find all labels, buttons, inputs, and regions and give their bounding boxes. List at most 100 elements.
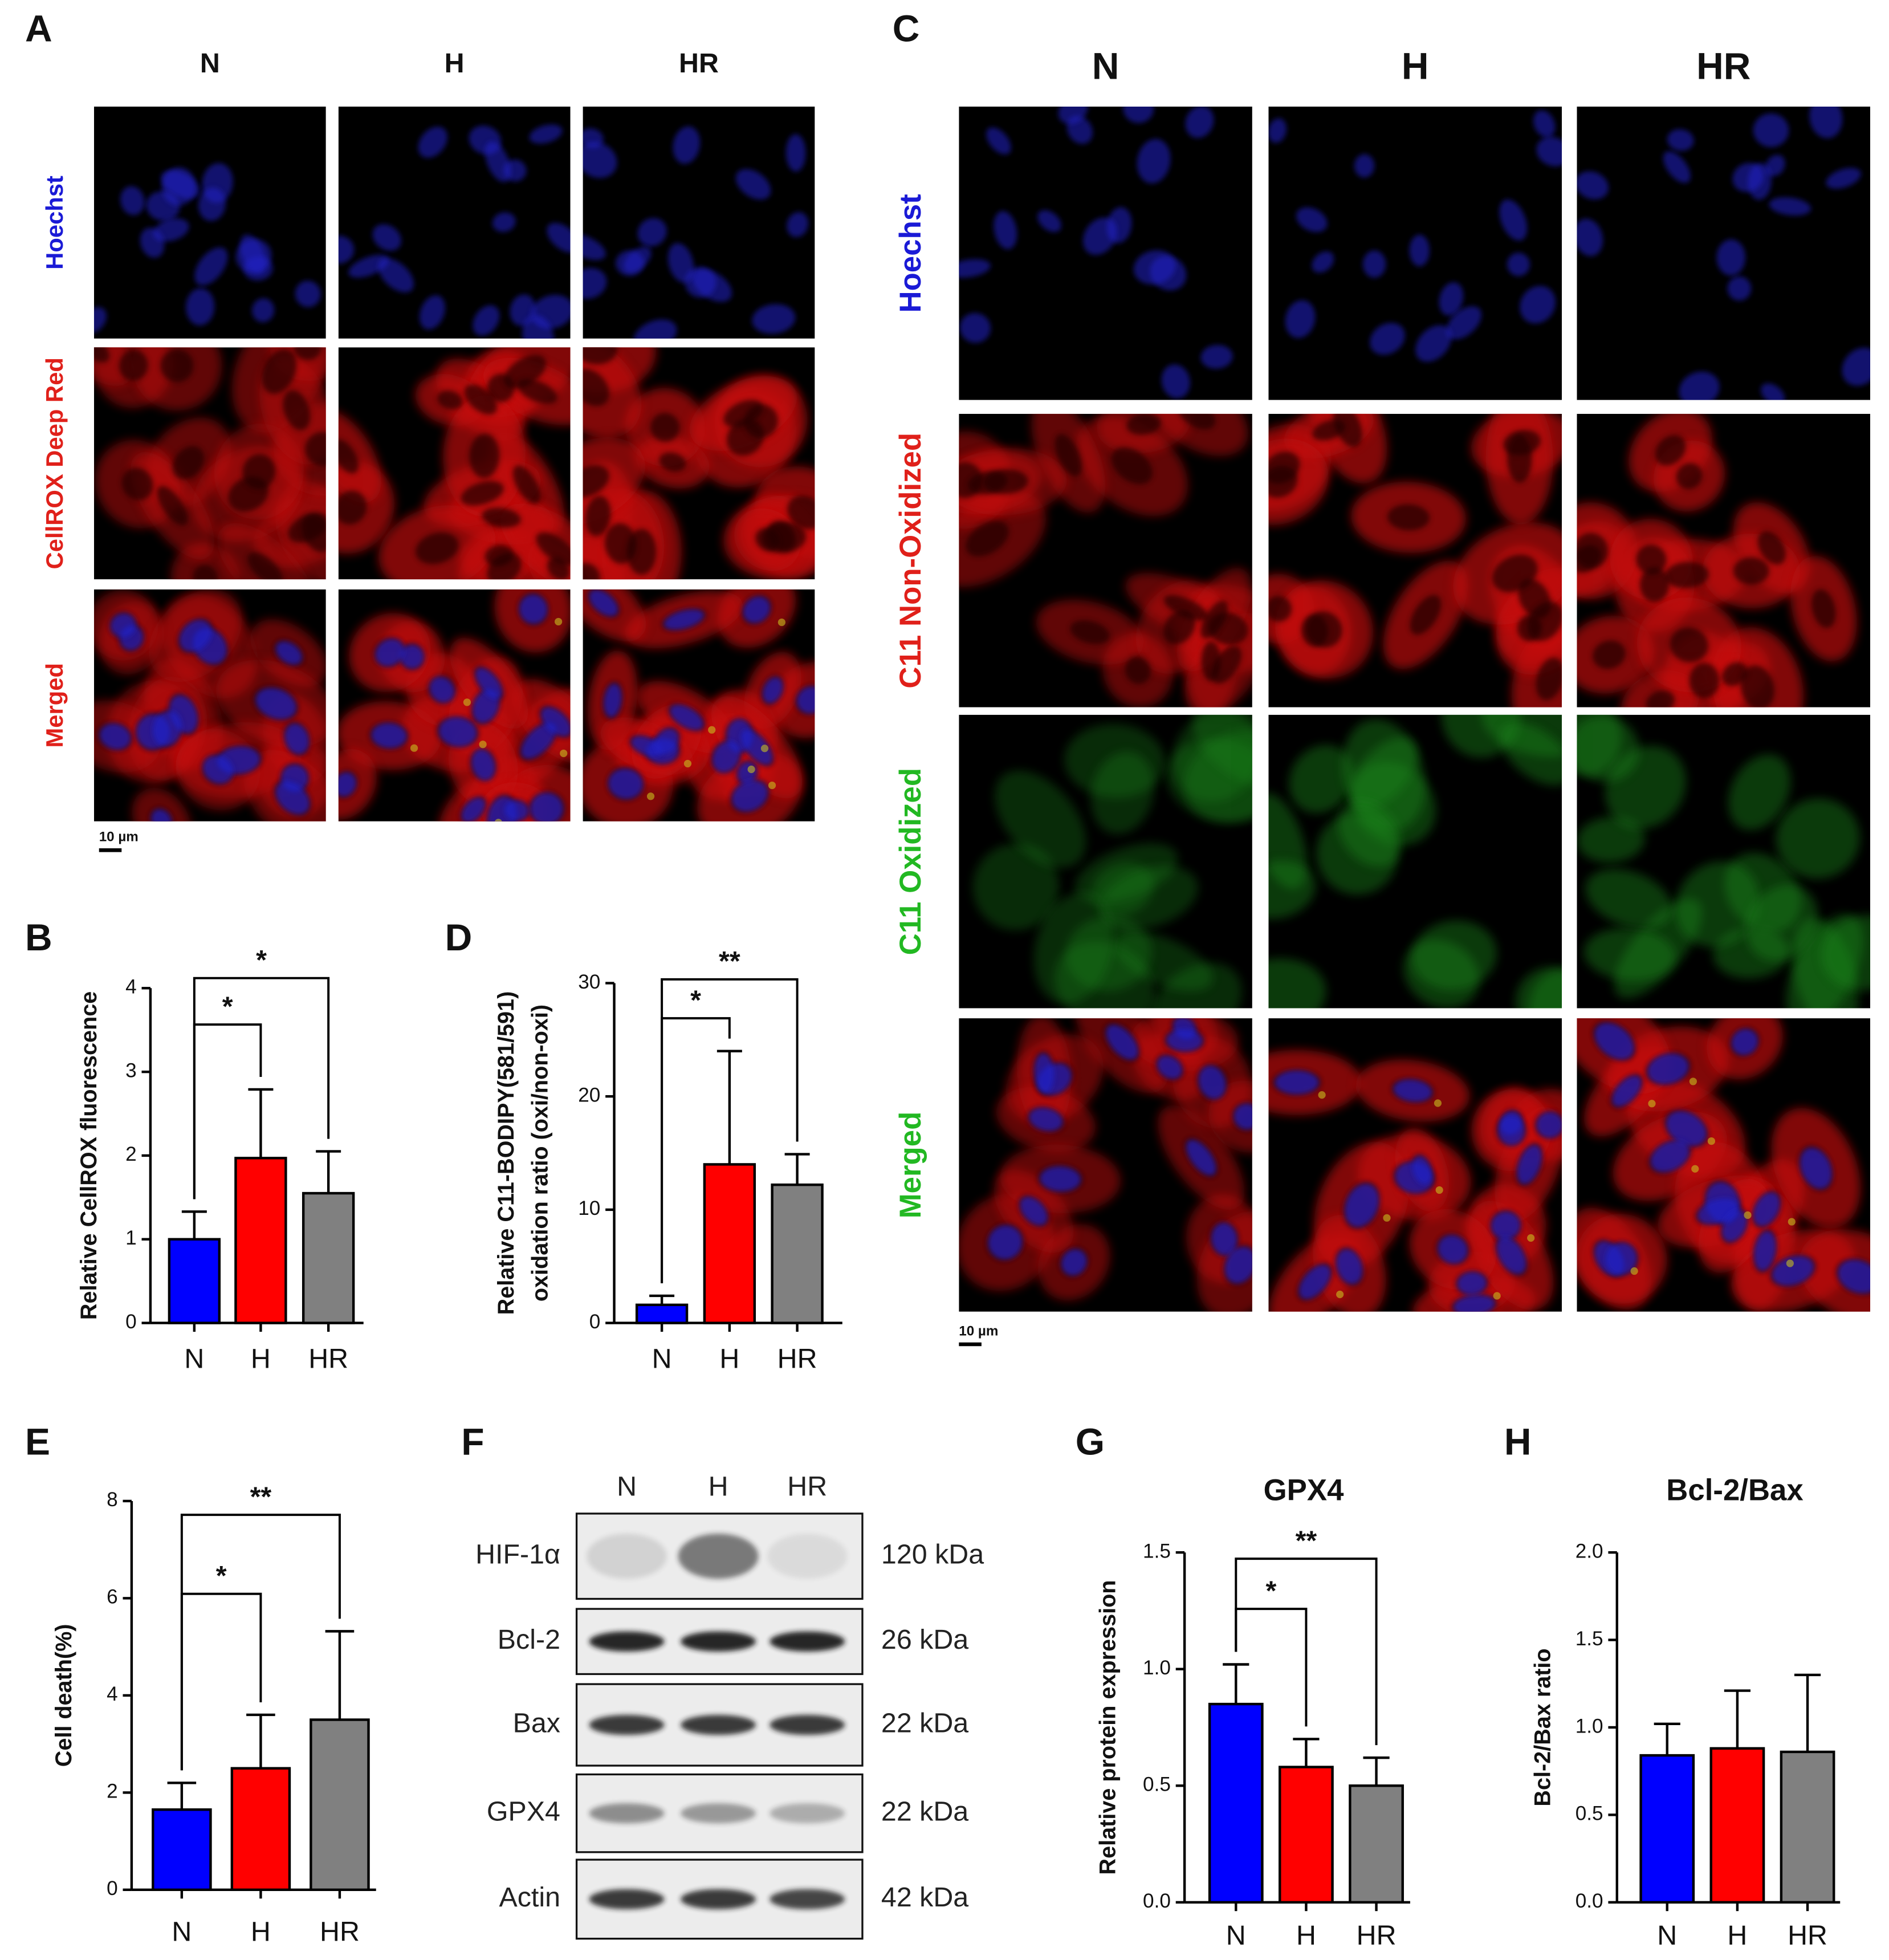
y-axis-label: oxidation ratio (oxi/non-oxi) xyxy=(527,1005,552,1302)
yellow-spot xyxy=(1691,1165,1699,1173)
bar xyxy=(1349,1784,1404,1904)
nucleus xyxy=(529,124,563,144)
nucleus-shadow xyxy=(1733,557,1769,585)
nucleus xyxy=(1499,199,1528,241)
nucleus-shadow xyxy=(461,481,504,506)
row-label: Hoechst xyxy=(41,176,68,270)
nucleus xyxy=(153,218,189,242)
molecular-weight: 22 kDa xyxy=(881,1796,968,1827)
nucleus-shadow xyxy=(536,532,571,566)
y-tick-label: 0.0 xyxy=(1575,1890,1603,1912)
nucleus xyxy=(1275,1070,1320,1095)
nucleus xyxy=(295,280,321,307)
protein-label: GPX4 xyxy=(487,1796,560,1827)
nucleus xyxy=(731,780,768,812)
protein-label: Actin xyxy=(499,1882,560,1913)
nucleus xyxy=(530,792,564,822)
nucleus xyxy=(1058,106,1088,124)
nucleus xyxy=(522,315,555,339)
nucleus xyxy=(519,594,548,624)
nucleus xyxy=(583,267,607,299)
column-header: H xyxy=(445,48,465,79)
nucleus xyxy=(1679,371,1720,400)
oxidized-lipid xyxy=(1184,729,1252,823)
nucleus xyxy=(419,295,446,330)
significance-label: * xyxy=(690,985,701,1015)
nucleus xyxy=(785,134,806,172)
nucleus-shadow xyxy=(119,349,148,381)
nucleus xyxy=(1037,210,1061,233)
oxidized-lipid xyxy=(1776,798,1860,879)
y-tick-label: 3 xyxy=(125,1059,137,1081)
nucleus xyxy=(1716,239,1746,276)
panel-letter: F xyxy=(461,1420,484,1462)
column-header: N xyxy=(1092,44,1119,87)
nucleus xyxy=(1161,364,1190,398)
nucleus xyxy=(1611,1075,1642,1107)
nucleus xyxy=(371,722,407,749)
protein-band xyxy=(681,1714,756,1735)
nucleus-shadow xyxy=(482,507,521,528)
nucleus xyxy=(378,258,414,293)
micrograph xyxy=(959,106,1252,400)
nucleus xyxy=(1312,251,1334,273)
lane-label: N xyxy=(617,1471,637,1502)
nucleus xyxy=(1186,1140,1216,1176)
nucleus xyxy=(988,1225,1023,1260)
nucleus-shadow xyxy=(583,465,609,498)
nucleus xyxy=(1409,234,1430,267)
nucleus xyxy=(1298,1264,1331,1299)
nucleus-shadow xyxy=(1070,620,1110,644)
nucleus xyxy=(959,259,991,278)
nucleus xyxy=(1520,286,1556,324)
micrograph xyxy=(583,347,815,580)
y-axis-label: Relative CellROX fluorescence xyxy=(76,991,101,1320)
oxidized-lipid xyxy=(1728,754,1791,830)
oxidized-lipid xyxy=(1577,816,1645,863)
nucleus-shadow xyxy=(1387,504,1430,531)
y-tick-label: 30 xyxy=(578,971,600,993)
nucleus-shadow xyxy=(1639,567,1670,603)
nucleus xyxy=(418,127,447,158)
scale-bar-label: 10 µm xyxy=(959,1323,998,1339)
scale-bar-label: 10 µm xyxy=(99,829,139,845)
molecular-weight: 22 kDa xyxy=(881,1707,968,1738)
nucleus xyxy=(492,212,516,233)
y-tick-label: 8 xyxy=(107,1489,118,1511)
nucleus-shadow xyxy=(1646,690,1675,707)
nucleus-shadow xyxy=(464,384,498,415)
yellow-spot xyxy=(410,744,418,752)
x-tick-label: H xyxy=(251,1343,271,1374)
nucleus xyxy=(959,312,991,343)
y-tick-label: 10 xyxy=(578,1197,600,1219)
nucleus-shadow xyxy=(723,400,763,428)
error-bar xyxy=(316,1150,341,1194)
column-header: N xyxy=(200,48,220,79)
panel-letter: H xyxy=(1504,1420,1532,1462)
nucleus xyxy=(796,686,815,714)
nucleus-shadow xyxy=(1636,544,1667,575)
nucleus xyxy=(1732,162,1764,192)
nucleus-shadow xyxy=(1312,420,1346,441)
protein-band xyxy=(770,1714,845,1735)
nucleus xyxy=(473,305,500,336)
nucleus xyxy=(1507,253,1530,276)
nucleus xyxy=(667,243,694,283)
nucleus xyxy=(1769,197,1811,216)
nucleus xyxy=(547,222,571,253)
nucleus xyxy=(1123,106,1154,123)
oxidized-lipid xyxy=(1500,722,1562,786)
nucleus xyxy=(1666,1111,1707,1146)
row-label: C11 Oxidized xyxy=(894,768,927,955)
nucleus-shadow xyxy=(338,439,359,474)
nucleus xyxy=(1211,1222,1237,1256)
yellow-spot xyxy=(1318,1091,1326,1099)
yellow-spot xyxy=(1689,1077,1697,1085)
nucleus-shadow xyxy=(1811,589,1836,628)
nucleus-shadow xyxy=(1163,609,1196,645)
nucleus xyxy=(1028,1107,1063,1132)
nucleus-shadow xyxy=(1125,656,1151,684)
nucleus-shadow xyxy=(338,490,367,525)
lane-label: HR xyxy=(787,1471,827,1502)
